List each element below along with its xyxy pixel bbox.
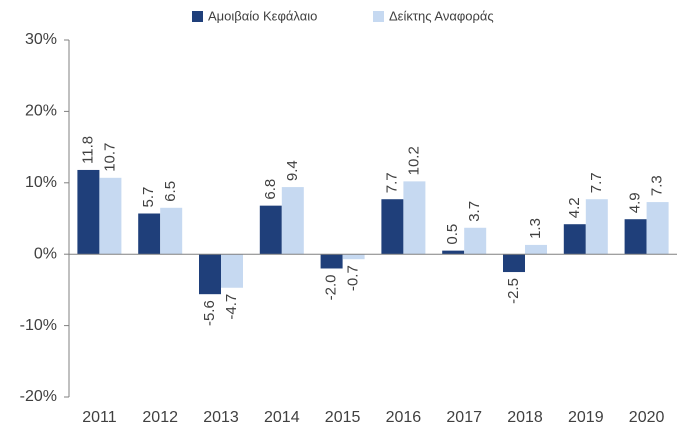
data-label: -5.6	[201, 300, 218, 326]
x-tick-label: 2019	[568, 409, 604, 426]
data-label: 7.7	[383, 172, 400, 193]
bar	[199, 254, 221, 295]
y-tick-label: 20%	[25, 103, 57, 120]
bar	[464, 227, 487, 255]
legend-label: Δείκτης Αναφοράς	[389, 8, 494, 23]
bar	[503, 254, 525, 273]
bar	[160, 207, 183, 255]
y-tick-label: -10%	[20, 317, 57, 334]
bar	[624, 219, 647, 255]
bar	[381, 199, 404, 255]
data-label: -2.5	[505, 278, 522, 304]
bar	[259, 205, 282, 255]
x-tick-label: 2015	[325, 409, 361, 426]
data-label: -2.0	[323, 274, 340, 300]
data-label: 4.9	[627, 192, 644, 213]
data-label: 6.8	[262, 179, 279, 200]
bar	[525, 244, 547, 255]
x-tick-label: 2014	[264, 409, 300, 426]
y-tick-label: 10%	[25, 174, 57, 191]
x-tick-label: 2018	[507, 409, 543, 426]
bar	[77, 169, 100, 255]
data-label: 0.5	[444, 224, 461, 245]
data-label: 10.2	[405, 146, 422, 175]
legend-swatch	[192, 11, 203, 22]
bar	[221, 254, 243, 288]
data-label: 7.7	[588, 172, 605, 193]
data-label: 10.7	[101, 143, 118, 172]
data-label: 4.2	[566, 197, 583, 218]
x-tick-label: 2020	[629, 409, 665, 426]
bar	[403, 181, 426, 255]
x-tick-label: 2013	[203, 409, 239, 426]
bar	[563, 224, 586, 255]
data-label: 11.8	[79, 136, 96, 164]
data-label: 7.3	[649, 175, 666, 196]
y-tick-label: -20%	[20, 388, 57, 405]
bar	[342, 254, 365, 260]
y-tick-label: 30%	[25, 31, 57, 48]
data-label: 9.4	[284, 160, 301, 181]
bar	[281, 187, 304, 255]
legend-swatch	[373, 11, 384, 22]
bar	[585, 199, 608, 255]
x-tick-label: 2011	[82, 409, 117, 426]
data-label: 6.5	[162, 181, 179, 202]
bar	[646, 202, 669, 255]
data-label: 5.7	[140, 187, 157, 208]
bar	[138, 213, 161, 255]
legend-label: Αμοιβαίο Κεφάλαιο	[208, 8, 317, 23]
bar	[99, 177, 122, 255]
data-label: -0.7	[345, 265, 362, 291]
x-tick-label: 2017	[446, 409, 482, 426]
bar	[320, 254, 343, 269]
data-label: 1.3	[527, 218, 544, 239]
y-tick-label: 0%	[34, 245, 57, 262]
x-tick-label: 2012	[142, 409, 178, 426]
data-label: -4.7	[223, 294, 240, 320]
bar	[442, 250, 465, 255]
x-tick-label: 2016	[386, 409, 422, 426]
data-label: 3.7	[466, 201, 483, 222]
